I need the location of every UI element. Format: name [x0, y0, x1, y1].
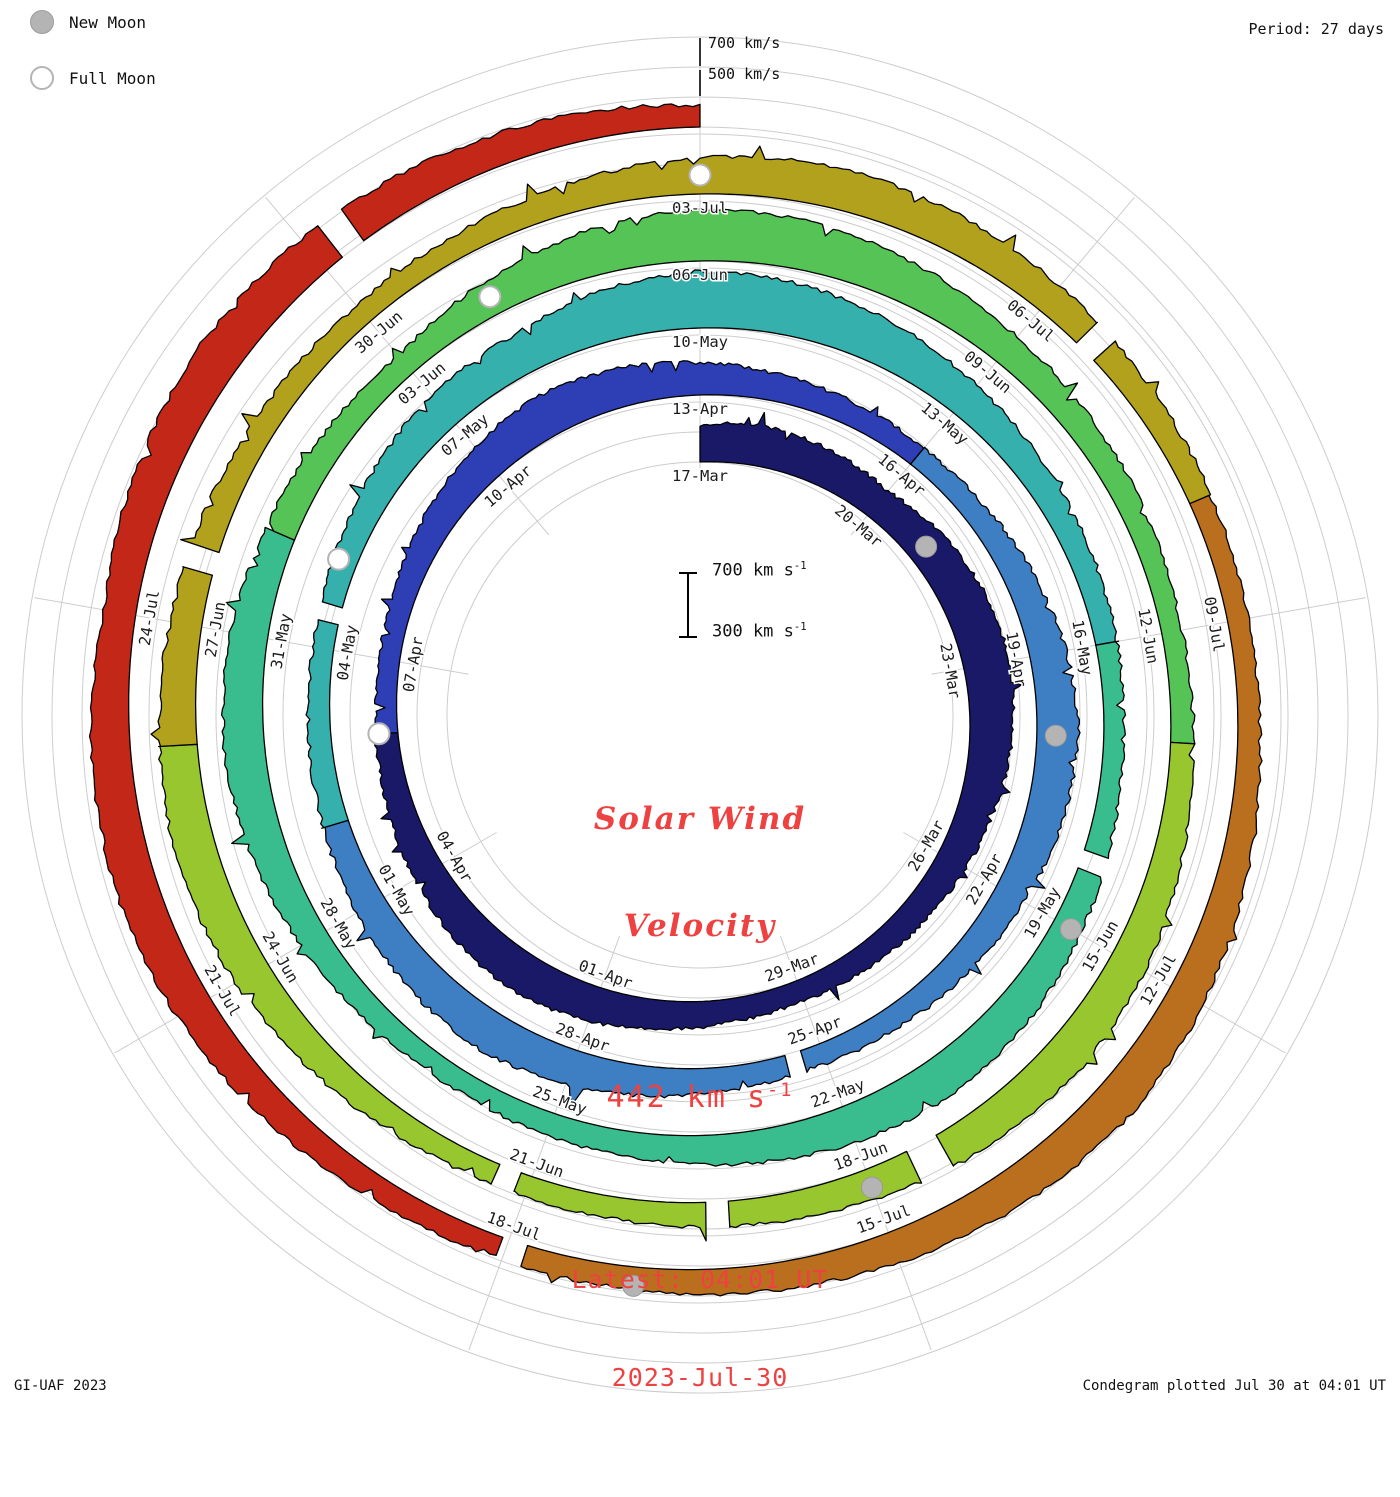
- moon-marker-full: [478, 285, 502, 309]
- date-label: 06-Jun: [672, 266, 728, 284]
- legend-label: New Moon: [69, 12, 147, 32]
- spiral-band-segment: [727, 1150, 923, 1229]
- moon-marker-new: [622, 1274, 645, 1297]
- moon-markers: [327, 163, 1082, 1297]
- new-moon-icon: [30, 10, 54, 34]
- spiral-band-segment: [1083, 641, 1127, 859]
- date-label: 17-Mar: [672, 467, 728, 485]
- date-label: 04-May: [334, 624, 361, 682]
- date-label: 03-Jul: [672, 199, 728, 217]
- date-label: 13-Apr: [672, 400, 728, 418]
- grid-spoke: [779, 935, 932, 1351]
- condegram-page: 17-Mar 20-Mar 23-Mar 26-Mar 29-Mar 01-Apr 04-A…: [14, 10, 1386, 1394]
- period-label: Period: 27 days: [1248, 20, 1384, 38]
- date-label: 07-Apr: [400, 635, 427, 693]
- grid-circle: [81, 96, 1319, 1334]
- date-label: 27-Jun: [202, 600, 229, 658]
- center-scale-bar: [679, 572, 697, 638]
- outer-scale-label-500: 500 km/s: [708, 65, 781, 83]
- spiral-band-segment: [340, 103, 701, 242]
- spiral-band-segment: [180, 145, 1098, 554]
- latest-velocity-value: 442 km s-1: [606, 1080, 794, 1116]
- moon-marker-new: [1044, 724, 1067, 747]
- spiral-bands: [88, 103, 1263, 1297]
- plotted-timestamp: Condegram plotted Jul 30 at 04:01 UT: [1082, 1378, 1386, 1394]
- grid-spoke: [850, 196, 1135, 536]
- moon-marker-full: [327, 547, 351, 571]
- credit-label: GI-UAF 2023: [14, 1378, 107, 1394]
- spiral-band-segment: [935, 741, 1196, 1167]
- spiral-band-segment: [799, 446, 1081, 1073]
- date-label: 10-May: [672, 333, 728, 351]
- moon-marker-new: [915, 535, 938, 558]
- moon-marker-new: [861, 1176, 883, 1199]
- spiral-band-segment: [513, 1172, 707, 1242]
- grid-circle: [21, 36, 1379, 1394]
- legend-item-full-moon: Full Moon: [30, 66, 156, 90]
- moon-marker-new: [1059, 918, 1082, 941]
- grid-circle: [51, 66, 1349, 1364]
- center-scale-label-700: 700 km s-1: [712, 560, 807, 581]
- legend-item-new-moon: New Moon: [30, 10, 146, 34]
- date-label: 24-Jul: [136, 589, 163, 647]
- spiral-band-segment: [520, 494, 1263, 1297]
- center-scale-label-300: 300 km s-1: [712, 621, 807, 642]
- chart-title: Solar Wind Velocity: [593, 801, 807, 945]
- moon-marker-full: [367, 722, 391, 746]
- spiral-band-segment: [305, 619, 349, 829]
- legend-label: Full Moon: [69, 68, 156, 88]
- date-label: 31-May: [268, 612, 295, 670]
- center-annotation: Solar Wind Velocity 442 km s-1 Latest: 0…: [572, 693, 829, 1497]
- spiral-band-segment: [150, 566, 214, 748]
- date-label: 21-Jun: [507, 1145, 566, 1181]
- spiral-band-segment: [88, 225, 504, 1256]
- condegram-spiral-plot: 17-Mar20-Mar23-Mar26-Mar29-Mar01-Apr04-A…: [21, 36, 1379, 1394]
- latest-timestamp: Latest: 04:01 UT 2023-Jul-30: [571, 1265, 829, 1392]
- outer-scale-label-700: 700 km/s: [708, 34, 781, 52]
- moon-marker-full: [688, 163, 712, 187]
- full-moon-icon: [30, 66, 54, 90]
